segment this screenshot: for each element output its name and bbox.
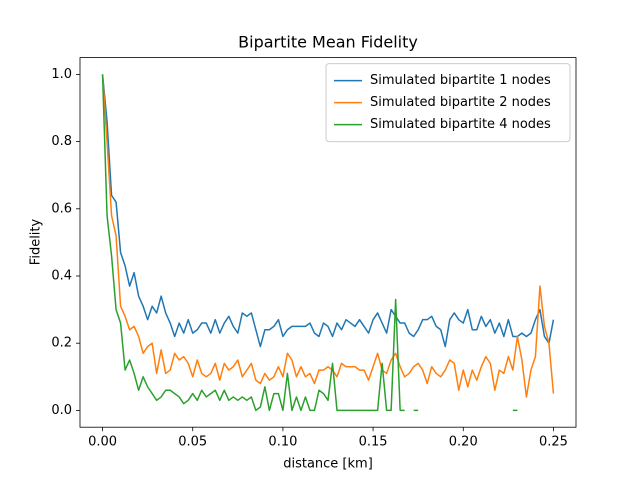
legend-box — [325, 63, 571, 143]
y-tick-label: 0.4 — [51, 269, 72, 284]
legend-label: Simulated bipartite 1 nodes — [370, 73, 551, 88]
legend: Simulated bipartite 1 nodes Simulated bip… — [325, 63, 571, 143]
legend-label: Simulated bipartite 4 nodes — [370, 117, 551, 132]
series-line — [101, 74, 555, 348]
plot-frame — [79, 57, 577, 428]
x-axis-label: distance [km] — [283, 457, 373, 472]
y-tick-label: 0.2 — [51, 336, 72, 351]
legend-label: Simulated bipartite 2 nodes — [370, 95, 551, 110]
y-tick-label: 0.0 — [51, 403, 72, 418]
y-axis-label: Fidelity — [29, 218, 44, 265]
series-line — [101, 74, 518, 412]
x-tick-label: 0.15 — [359, 435, 388, 450]
x-tick-label: 0.25 — [539, 435, 568, 450]
x-tick-label: 0.10 — [268, 435, 297, 450]
chart-title: Bipartite Mean Fidelity — [238, 33, 418, 52]
y-tick-label: 0.8 — [51, 134, 72, 149]
x-tick-label: 0.00 — [88, 435, 117, 450]
y-tick-label: 1.0 — [51, 67, 72, 82]
x-tick-label: 0.05 — [178, 435, 207, 450]
series-line — [101, 74, 555, 398]
x-tick-label: 0.20 — [449, 435, 478, 450]
y-tick-label: 0.6 — [51, 201, 72, 216]
